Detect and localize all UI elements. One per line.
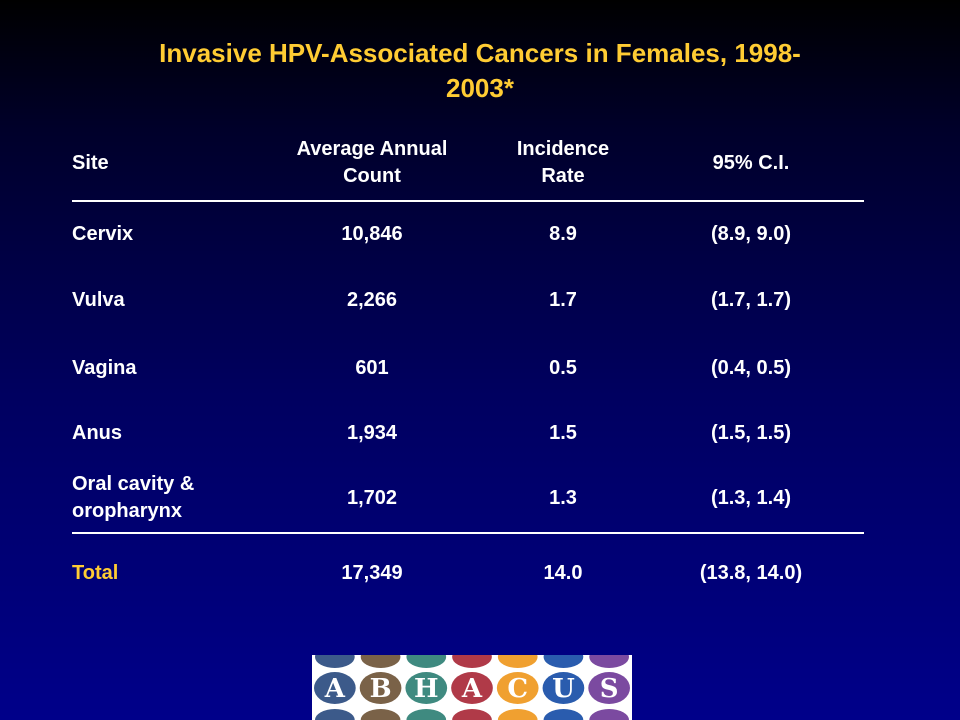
logo-bead-top: [406, 655, 447, 668]
logo-bead-letter: [314, 672, 356, 704]
logo-letter: C: [507, 674, 528, 704]
count-cell: 601: [355, 356, 389, 379]
table-row: Oral cavity & oropharynx 1,702 1.3 (1.3,…: [72, 464, 864, 532]
ci-cell: (1.7, 1.7): [710, 288, 792, 311]
logo-bead-top: [589, 655, 629, 668]
table-row: Cervix 10,846 8.9 (8.9, 9.0): [72, 202, 864, 266]
rate-cell: 8.9: [549, 222, 577, 245]
logo-bead-letter: [359, 672, 402, 704]
total-rate: 14.0: [543, 561, 583, 584]
site-cell: Cervix: [72, 222, 134, 245]
count-cell: 10,846: [341, 222, 403, 245]
count-cell: 1,934: [346, 421, 398, 444]
logo-bead-top: [543, 655, 584, 668]
slide-title-line-1: Invasive HPV-Associated Cancers in Femal…: [159, 38, 801, 68]
total-row: Total 17,349 14.0 (13.8, 14.0): [72, 534, 864, 612]
count-cell: 1,702: [346, 486, 398, 509]
slide-title-line-2: 2003*: [446, 73, 514, 103]
site-line-2: oropharynx: [72, 500, 183, 522]
cancer-table: Site Average Annual Count Incidence Rate…: [72, 126, 864, 612]
logo-bead-bottom: [589, 709, 629, 720]
total-count: 17,349: [341, 561, 403, 584]
slide-title: Invasive HPV-Associated Cancers in Femal…: [60, 36, 900, 106]
table-row: Vulva 2,266 1.7 (1.7, 1.7): [72, 266, 864, 334]
logo-bead-letter: [405, 672, 448, 704]
logo-bead-letter: [496, 672, 539, 704]
rate-cell: 1.7: [549, 288, 577, 311]
logo-bead-top: [315, 655, 355, 668]
logo-bead-bottom: [315, 709, 355, 720]
site-cell: Oral cavity & oropharynx: [72, 471, 256, 525]
site-line-1: Oral cavity &: [72, 473, 195, 495]
count-cell: 2,266: [346, 288, 398, 311]
header-average-annual-count: Average Annual Count: [256, 136, 488, 190]
rate-cell: 1.3: [549, 486, 577, 509]
table-header-row: Site Average Annual Count Incidence Rate…: [72, 126, 864, 200]
total-divider: [72, 532, 864, 534]
logo-bead-bottom: [360, 709, 401, 720]
logo-bead-top: [452, 655, 492, 668]
ci-cell: (1.5, 1.5): [710, 421, 792, 444]
header-rate-line-1: Incidence: [516, 138, 610, 160]
ci-cell: (0.4, 0.5): [710, 356, 792, 379]
logo-letter: A: [324, 674, 346, 704]
header-confidence-interval: 95% C.I.: [712, 151, 790, 174]
total-ci: (13.8, 14.0): [699, 561, 803, 584]
logo-bead-top: [497, 655, 538, 668]
ci-cell: (1.3, 1.4): [710, 486, 792, 509]
logo-letter: U: [552, 674, 575, 704]
site-cell: Vulva: [72, 288, 125, 311]
logo-bead-bottom: [497, 709, 538, 720]
logo-bead-bottom: [543, 709, 584, 720]
header-count-line-1: Average Annual: [296, 138, 448, 160]
logo-letter: B: [370, 674, 392, 704]
logo-bead-bottom: [452, 709, 492, 720]
logo-bead-letter: [451, 672, 493, 704]
logo-bead-bottom: [406, 709, 447, 720]
site-cell: Anus: [72, 421, 122, 444]
header-rate-line-2: Rate: [541, 165, 585, 187]
rate-cell: 1.5: [549, 421, 577, 444]
logo-bead-top: [360, 655, 401, 668]
logo-bead-letter: [542, 672, 585, 704]
ci-cell: (8.9, 9.0): [710, 222, 792, 245]
logo-letter: S: [600, 674, 619, 704]
header-count-line-2: Count: [343, 165, 401, 187]
rate-cell: 0.5: [549, 356, 577, 379]
table-row: Vagina 601 0.5 (0.4, 0.5): [72, 334, 864, 402]
logo-letter: A: [461, 674, 483, 704]
logo-bead-letter: [588, 672, 630, 704]
table-row: Anus 1,934 1.5 (1.5, 1.5): [72, 402, 864, 464]
header-divider: [72, 200, 864, 202]
total-label: Total: [72, 561, 119, 584]
header-incidence-rate: Incidence Rate: [488, 136, 638, 190]
logo-letter: H: [414, 674, 439, 704]
header-site: Site: [72, 151, 109, 174]
site-cell: Vagina: [72, 356, 137, 379]
